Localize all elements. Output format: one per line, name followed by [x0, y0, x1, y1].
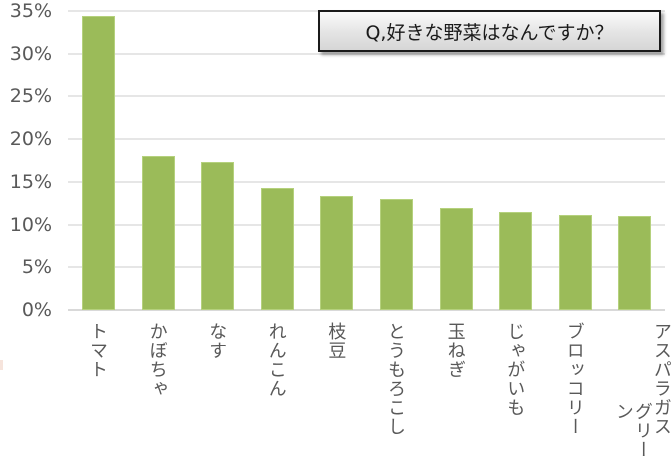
- x-tick-label-line: 枝豆: [325, 322, 347, 360]
- x-tick-label: なす: [206, 322, 228, 360]
- x-tick-label: トマト: [87, 322, 108, 379]
- y-tick-label: 35%: [9, 0, 52, 22]
- y-tick-label: 15%: [9, 170, 52, 193]
- y-tick-label: 30%: [9, 42, 52, 65]
- bar: [499, 211, 533, 310]
- x-tick-label-line: グリーン: [612, 402, 653, 459]
- gridline: [68, 95, 665, 98]
- x-tick-label-line: ブロッコリー: [563, 322, 585, 436]
- y-tick-label: 10%: [9, 213, 52, 236]
- x-tick-label-line: アスパラガス: [650, 322, 672, 436]
- x-tick-label-line: トマト: [87, 322, 108, 379]
- gridline: [68, 180, 665, 183]
- bar: [320, 196, 354, 310]
- x-tick-label-line: なす: [206, 322, 228, 360]
- gridline: [68, 138, 665, 141]
- bar: [558, 215, 592, 310]
- x-tick-label: とうもろこし: [385, 322, 406, 436]
- x-tick-label-line: かぼちゃ: [146, 322, 168, 398]
- gridline: [68, 52, 665, 55]
- x-tick-label: かぼちゃ: [146, 322, 168, 398]
- bar: [260, 187, 294, 310]
- x-tick-label-line: れんこん: [265, 322, 287, 398]
- x-tick-label: れんこん: [265, 322, 287, 398]
- bar: [201, 162, 235, 310]
- bar: [439, 208, 473, 310]
- x-tick-label-line: 玉ねぎ: [444, 322, 466, 379]
- x-tick-label: じゃがいも: [504, 322, 526, 417]
- y-tick-label: 25%: [9, 85, 52, 108]
- bar: [82, 16, 115, 310]
- y-tick-label: 5%: [21, 256, 52, 279]
- y-tick-label: 0%: [21, 299, 52, 321]
- gridline: [68, 223, 665, 226]
- bar: [618, 216, 652, 310]
- gridline: [68, 266, 665, 269]
- bar: [380, 198, 413, 310]
- x-tick-label-line: じゃがいも: [504, 322, 526, 417]
- chart-title-text: Q,好きな野菜はなんですか？: [365, 21, 614, 44]
- x-tick-label: ブロッコリー: [563, 322, 585, 436]
- bar: [141, 156, 175, 310]
- chart-title: Q,好きな野菜はなんですか？: [318, 10, 661, 52]
- x-tick-label: 枝豆: [325, 322, 347, 360]
- x-axis-line: [68, 309, 665, 311]
- x-tick-label-line: とうもろこし: [385, 322, 406, 436]
- x-tick-label: アスパラガス グリーン: [612, 322, 672, 459]
- x-tick-label: 玉ねぎ: [444, 322, 466, 379]
- edge-artifact: [0, 360, 3, 370]
- y-tick-label: 20%: [9, 128, 52, 151]
